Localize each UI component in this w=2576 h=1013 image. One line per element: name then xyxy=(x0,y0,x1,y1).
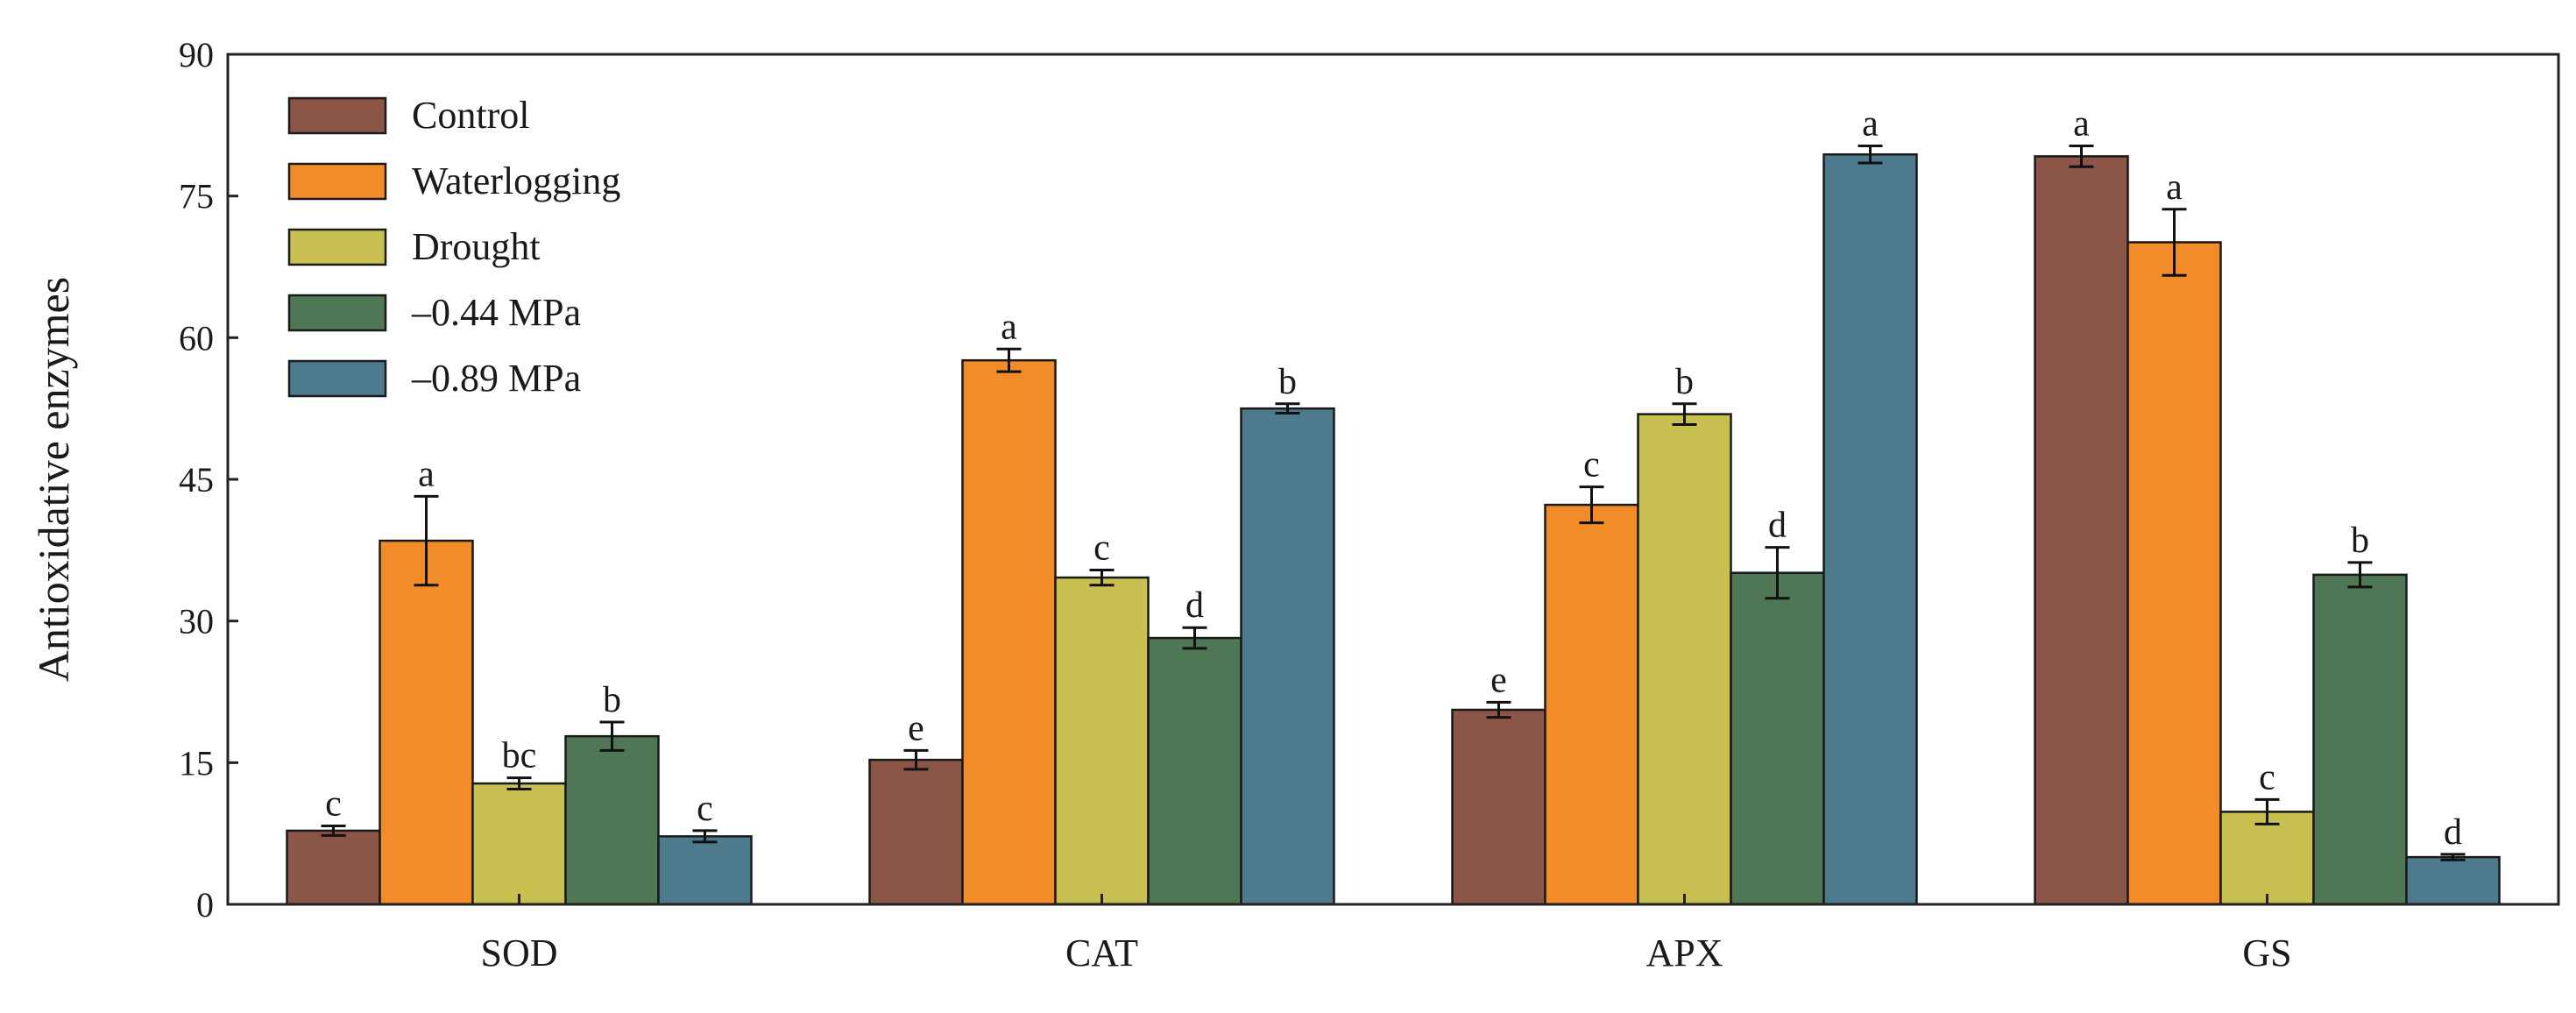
sig-letter-apx-4: a xyxy=(1862,104,1879,145)
bar-sod-3 xyxy=(564,734,660,906)
bar-sod-4 xyxy=(657,835,753,906)
sig-letter-sod-4: c xyxy=(697,789,713,829)
legend-label-1: Waterlogging xyxy=(412,159,620,202)
y-axis-label: Antioxidative enzymes xyxy=(29,277,78,682)
y-tick-label-5: 75 xyxy=(179,177,214,216)
bar-cat-1 xyxy=(961,358,1057,906)
bar-cat-3 xyxy=(1147,636,1242,906)
sig-letter-apx-0: e xyxy=(1490,660,1507,700)
y-tick-label-4: 60 xyxy=(179,318,214,358)
sig-letter-gs-3: b xyxy=(2351,521,2369,561)
plot-frame xyxy=(226,53,2560,906)
bar-gs-2 xyxy=(2219,811,2315,906)
sig-letter-cat-1: a xyxy=(1001,307,1017,347)
sig-letter-sod-1: a xyxy=(418,454,435,494)
y-tick-label-3: 45 xyxy=(179,460,214,499)
legend-label-3: –0.44 MPa xyxy=(411,291,581,334)
category-label-apx: APX xyxy=(1645,932,1723,974)
bar-sod-2 xyxy=(471,782,567,906)
category-labels: SOD CAT APX GS xyxy=(480,894,2292,974)
legend-swatch-1 xyxy=(287,162,387,201)
y-tick-label-0: 0 xyxy=(196,885,214,924)
sig-letter-cat-0: e xyxy=(908,708,924,748)
legend-label-4: –0.89 MPa xyxy=(411,357,581,400)
legend-label-2: Drought xyxy=(412,225,541,268)
category-label-cat: CAT xyxy=(1065,932,1138,974)
sig-letter-cat-3: d xyxy=(1185,585,1204,626)
category-label-sod: SOD xyxy=(480,932,557,974)
bar-apx-3 xyxy=(1730,571,1825,906)
sig-letter-sod-0: c xyxy=(325,784,342,825)
bar-sod-0 xyxy=(286,829,381,906)
bar-apx-2 xyxy=(1637,413,1732,906)
legend-label-0: Control xyxy=(412,94,529,137)
bar-gs-4 xyxy=(2405,855,2501,906)
legend-swatch-3 xyxy=(287,294,387,332)
bar-apx-1 xyxy=(1544,503,1639,906)
sig-letter-sod-3: b xyxy=(603,680,621,720)
sig-letter-gs-0: a xyxy=(2073,104,2090,145)
sig-letter-gs-2: c xyxy=(2259,757,2275,797)
sig-letter-cat-2: c xyxy=(1093,528,1110,568)
sig-letter-cat-4: b xyxy=(1278,362,1297,402)
bar-apx-0 xyxy=(1451,708,1546,906)
category-label-gs: GS xyxy=(2242,932,2291,974)
sig-letter-gs-1: a xyxy=(2166,167,2183,208)
bar-sod-1 xyxy=(379,539,474,906)
legend-swatch-4 xyxy=(287,359,387,398)
bar-cat-2 xyxy=(1054,576,1150,906)
sig-letter-apx-2: b xyxy=(1675,362,1694,402)
bar-gs-3 xyxy=(2312,573,2408,906)
legend-swatch-2 xyxy=(287,228,387,266)
sig-letter-gs-4: d xyxy=(2444,812,2462,853)
sig-letter-apx-1: c xyxy=(1583,445,1600,485)
y-tick-label-2: 30 xyxy=(179,602,214,641)
y-axis-ticks: 0 15 30 45 60 75 90 xyxy=(179,35,238,924)
legend-swatch-0 xyxy=(287,96,387,135)
sig-letter-apx-3: d xyxy=(1768,506,1787,546)
bar-cat-0 xyxy=(868,758,964,906)
y-tick-label-6: 90 xyxy=(179,35,214,74)
bar-apx-4 xyxy=(1822,152,1918,906)
y-tick-label-1: 15 xyxy=(179,743,214,783)
bar-gs-0 xyxy=(2034,155,2129,906)
bar-cat-4 xyxy=(1240,407,1335,906)
sig-letter-sod-2: bc xyxy=(502,736,537,776)
bar-gs-1 xyxy=(2127,241,2222,906)
legend: Control Waterlogging Drought –0.44 MPa –0.89… xyxy=(287,94,620,400)
bars xyxy=(286,145,2501,906)
